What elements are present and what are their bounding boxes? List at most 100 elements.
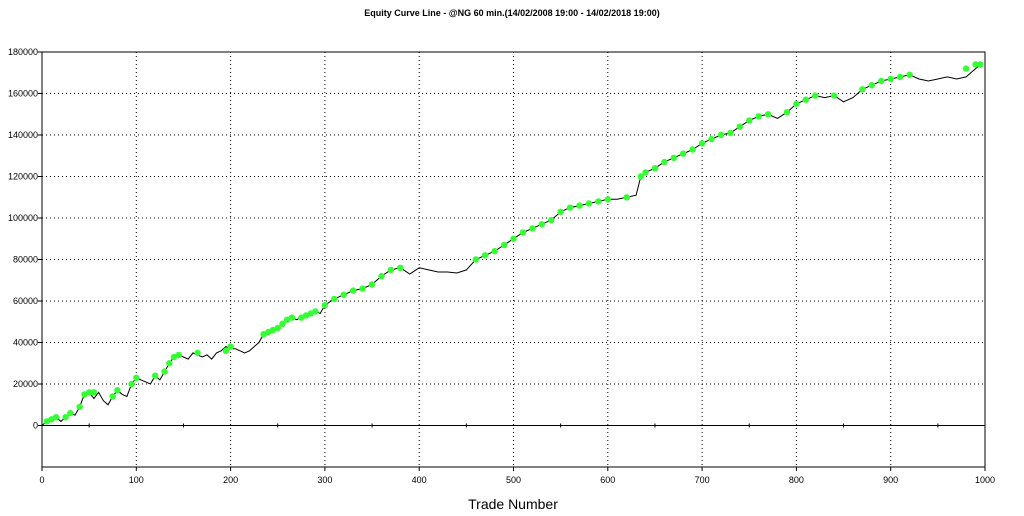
new-high-point [279, 320, 286, 327]
new-high-point [746, 117, 753, 124]
new-high-point [812, 92, 819, 99]
new-high-point [397, 264, 404, 271]
x-tick-label: 1000 [975, 475, 995, 485]
x-tick-label: 400 [412, 475, 427, 485]
new-high-point [340, 291, 347, 298]
new-high-point [576, 202, 583, 209]
points-layer [43, 61, 984, 425]
y-tick-label: 80000 [13, 255, 38, 265]
new-high-point [52, 414, 60, 421]
y-tick-label: 160000 [8, 89, 38, 99]
new-high-point [736, 123, 743, 130]
new-high-point [977, 61, 984, 68]
new-high-point [86, 389, 93, 396]
new-high-point [114, 387, 121, 394]
new-high-point [387, 266, 395, 274]
new-high-point [670, 154, 677, 161]
new-high-point [642, 169, 649, 176]
x-tick-label: 600 [600, 475, 615, 485]
new-high-point [689, 146, 696, 153]
new-high-point [175, 351, 182, 359]
new-high-point [972, 61, 979, 68]
new-high-point [378, 272, 385, 280]
new-high-point [194, 349, 201, 357]
line-layer [41, 64, 981, 426]
new-high-point [595, 198, 602, 205]
new-high-point [331, 295, 338, 303]
x-axis-title: Trade Number [468, 496, 558, 512]
chart-title: Equity Curve Line - @NG 60 min.(14/02/20… [364, 8, 660, 18]
new-high-point [802, 96, 809, 103]
x-tick-label: 100 [129, 475, 144, 485]
new-high-point [62, 414, 69, 421]
new-high-point [109, 393, 116, 400]
x-tick-label: 900 [883, 475, 898, 485]
y-tick-label: 120000 [8, 172, 38, 182]
new-high-point [793, 100, 800, 108]
y-tick-label: 60000 [13, 296, 38, 306]
new-high-point [708, 135, 715, 143]
new-high-point [548, 216, 555, 224]
new-high-point [312, 308, 319, 315]
x-tick-label: 0 [39, 475, 44, 485]
new-high-point [637, 173, 644, 180]
new-high-point [302, 312, 310, 319]
x-tick-label: 800 [789, 475, 804, 485]
grid-layer [42, 51, 985, 467]
new-high-point [472, 256, 479, 263]
equity-line [41, 64, 981, 426]
new-high-point [868, 82, 875, 89]
new-high-point [698, 140, 706, 147]
y-tick-label: 180000 [8, 47, 38, 57]
new-high-point [717, 131, 725, 139]
new-high-point [859, 86, 866, 93]
new-high-point [962, 65, 970, 72]
new-high-point [830, 92, 838, 99]
new-high-point [783, 109, 791, 116]
new-high-point [510, 235, 517, 242]
new-high-point [166, 360, 173, 367]
y-tick-label: 100000 [8, 213, 38, 223]
new-high-point [680, 150, 687, 157]
new-high-point [161, 368, 168, 375]
y-tick-label: 40000 [13, 338, 38, 348]
x-tick-label: 300 [317, 475, 332, 485]
new-high-point [764, 111, 772, 118]
new-high-point [896, 73, 904, 81]
new-high-point [557, 208, 564, 215]
new-high-point [288, 314, 296, 321]
new-high-point [906, 71, 913, 79]
new-high-point [604, 196, 611, 203]
new-high-point [269, 326, 277, 334]
new-high-point [519, 229, 527, 236]
new-high-point [321, 301, 329, 309]
plot-area-frame [41, 51, 986, 468]
new-high-point [67, 409, 74, 417]
new-high-point [222, 347, 230, 354]
new-high-point [623, 194, 630, 201]
new-high-point [81, 391, 88, 398]
y-tick-label: 20000 [13, 379, 38, 389]
new-high-point [727, 129, 734, 137]
new-high-point [152, 372, 159, 379]
new-high-point [878, 77, 885, 85]
new-high-point [538, 221, 545, 228]
new-high-point [529, 225, 536, 232]
x-tick-label: 500 [506, 475, 521, 485]
x-tick-label: 200 [223, 475, 238, 485]
new-high-point [661, 158, 668, 166]
y-tick-label: 140000 [8, 130, 38, 140]
new-high-point [76, 403, 83, 410]
new-high-point [566, 204, 574, 211]
new-high-point [128, 380, 135, 388]
new-high-point [133, 374, 140, 381]
new-high-point [755, 113, 762, 120]
new-high-point [368, 281, 376, 288]
x-tick-label: 700 [695, 475, 710, 485]
new-high-point [585, 200, 593, 207]
new-high-point [359, 285, 366, 292]
new-high-point [482, 252, 489, 259]
new-high-point [491, 248, 498, 255]
y-tick-label: 0 [33, 421, 38, 431]
